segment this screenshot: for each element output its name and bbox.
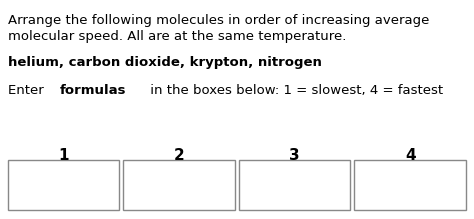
Text: in the boxes below: 1 = slowest, 4 = fastest: in the boxes below: 1 = slowest, 4 = fas… (146, 84, 444, 97)
Bar (8, 160, 119, 210)
Text: Arrange the following molecules in order of increasing average: Arrange the following molecules in order… (8, 14, 429, 27)
Text: Enter: Enter (8, 84, 48, 97)
Text: 4: 4 (405, 148, 416, 163)
Text: 1: 1 (58, 148, 69, 163)
Text: molecular speed. All are at the same temperature.: molecular speed. All are at the same tem… (8, 30, 346, 43)
Text: formulas: formulas (60, 84, 127, 97)
Text: helium, carbon dioxide, krypton, nitrogen: helium, carbon dioxide, krypton, nitroge… (8, 56, 322, 69)
Bar (124, 160, 235, 210)
Bar (239, 160, 350, 210)
Text: 2: 2 (174, 148, 185, 163)
Bar (355, 160, 466, 210)
Text: 3: 3 (290, 148, 300, 163)
